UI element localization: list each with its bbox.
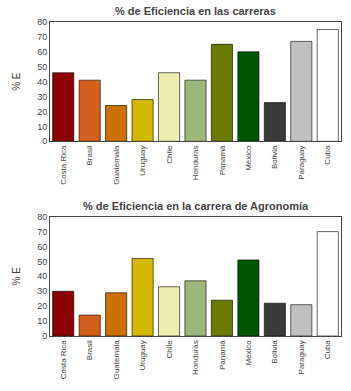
svg-text:Paraguay: Paraguay — [297, 340, 306, 374]
svg-text:30: 30 — [37, 286, 47, 296]
svg-text:Costa Rica: Costa Rica — [59, 145, 68, 185]
svg-text:10: 10 — [37, 316, 47, 326]
svg-text:60: 60 — [37, 242, 47, 252]
svg-text:Brasil: Brasil — [85, 145, 94, 165]
svg-text:% E: % E — [11, 267, 22, 286]
svg-text:0: 0 — [42, 331, 47, 341]
svg-text:Uruguay: Uruguay — [138, 146, 147, 176]
svg-text:Panamá: Panamá — [218, 145, 227, 175]
svg-text:Bolivia: Bolivia — [270, 145, 279, 169]
svg-text:40: 40 — [37, 271, 47, 281]
svg-text:Chile: Chile — [165, 340, 174, 359]
svg-text:40: 40 — [37, 77, 47, 87]
svg-text:Honduras: Honduras — [191, 340, 200, 375]
svg-text:Cuba: Cuba — [323, 145, 332, 165]
svg-text:Costa Rica: Costa Rica — [59, 340, 68, 380]
svg-text:Paraguay: Paraguay — [297, 146, 306, 180]
svg-text:30: 30 — [37, 92, 47, 102]
svg-text:80: 80 — [37, 17, 47, 27]
svg-text:50: 50 — [37, 257, 47, 267]
svg-text:20: 20 — [37, 107, 47, 117]
svg-text:10: 10 — [37, 122, 47, 132]
svg-text:70: 70 — [37, 32, 47, 42]
svg-text:80: 80 — [37, 212, 47, 222]
svg-text:60: 60 — [37, 47, 47, 57]
svg-text:% de Eficiencia en la carrera: % de Eficiencia en la carrera de Agronom… — [83, 200, 309, 212]
svg-text:México: México — [244, 145, 253, 171]
svg-text:Guatemala: Guatemala — [112, 145, 121, 185]
svg-text:50: 50 — [37, 62, 47, 72]
svg-text:Honduras: Honduras — [191, 146, 200, 181]
svg-text:20: 20 — [37, 301, 47, 311]
svg-text:Bolivia: Bolivia — [270, 340, 279, 364]
svg-text:Guatemala: Guatemala — [112, 340, 121, 380]
svg-text:Uruguay: Uruguay — [138, 340, 147, 370]
svg-text:Panamá: Panamá — [218, 340, 227, 370]
svg-text:0: 0 — [42, 136, 47, 146]
svg-text:Cuba: Cuba — [323, 340, 332, 360]
svg-text:Brasil: Brasil — [85, 340, 94, 360]
svg-text:% de Eficiencia en las carrera: % de Eficiencia en las carreras — [115, 5, 276, 17]
svg-text:% E: % E — [11, 72, 22, 91]
svg-text:Chile: Chile — [165, 145, 174, 164]
svg-text:70: 70 — [37, 227, 47, 237]
svg-text:México: México — [244, 340, 253, 366]
